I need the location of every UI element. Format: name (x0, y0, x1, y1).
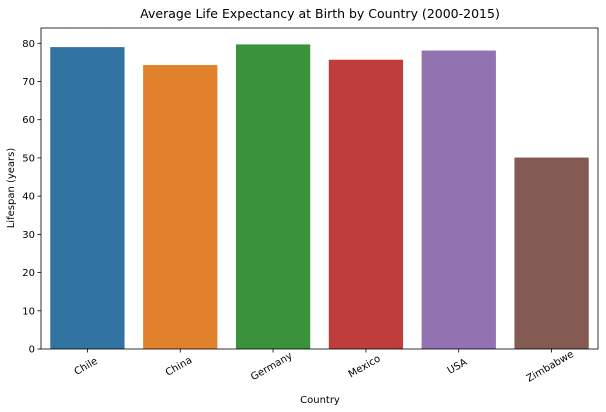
y-axis: 0 10 20 30 40 50 60 70 80 (22, 39, 41, 356)
y-tick-label: 0 (29, 345, 35, 356)
chart-title: Average Life Expectancy at Birth by Coun… (140, 6, 500, 21)
bar-usa (421, 50, 496, 350)
plot-frame (40, 27, 599, 350)
bar-zimbabwe (514, 157, 589, 349)
y-tick-label: 20 (22, 268, 35, 279)
y-tick-label: 50 (22, 153, 35, 164)
y-tick-label: 10 (22, 306, 35, 317)
y-tick-label: 80 (22, 39, 35, 50)
bar-germany (235, 44, 311, 350)
x-axis-label: Country (300, 395, 340, 406)
y-tick-label: 40 (22, 192, 35, 203)
y-tick-label: 30 (22, 230, 35, 241)
y-tick-label: 60 (22, 115, 35, 126)
bars-group (50, 44, 589, 350)
bar-chile (50, 47, 125, 350)
bar-mexico (328, 59, 404, 349)
y-axis-label: Lifespan (years) (6, 148, 17, 229)
y-tick-label: 70 (22, 77, 35, 88)
bar-china (143, 65, 218, 349)
